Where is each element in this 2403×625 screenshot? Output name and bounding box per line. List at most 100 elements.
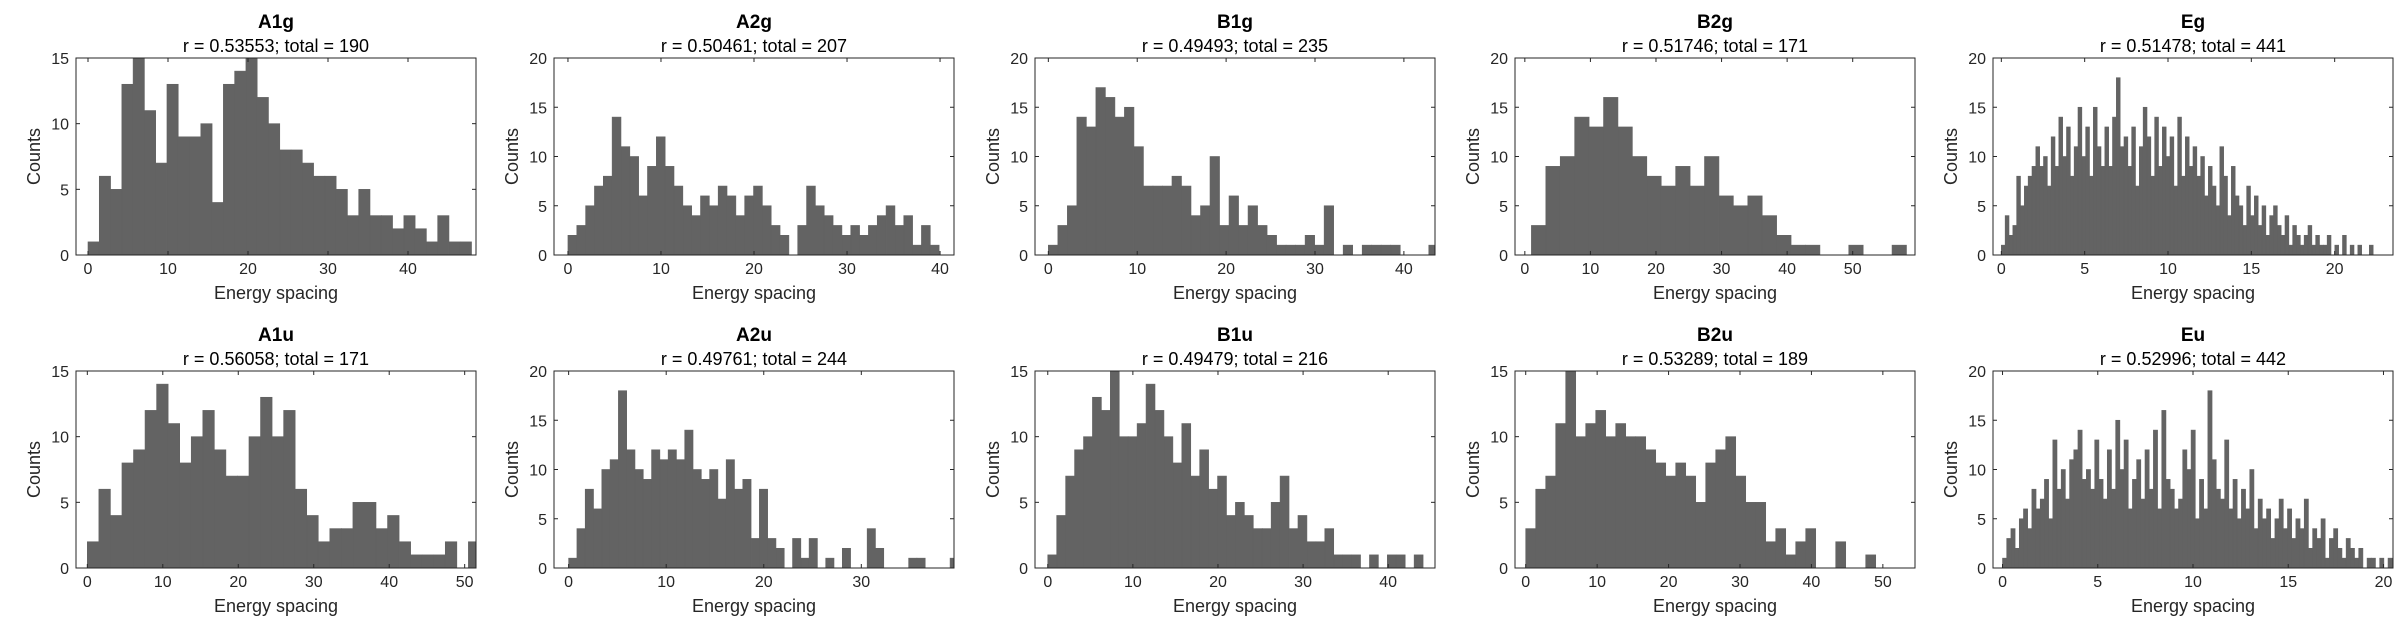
histogram-bar bbox=[2010, 528, 2016, 569]
x-tick-label: 20 bbox=[229, 574, 247, 591]
x-tick-label: 40 bbox=[399, 261, 417, 278]
histogram-bar bbox=[2123, 439, 2129, 569]
histogram-bar bbox=[2320, 518, 2326, 569]
histogram-bar bbox=[2312, 528, 2318, 569]
y-tick-label: 0 bbox=[60, 248, 69, 265]
histogram-bar bbox=[2186, 469, 2192, 569]
x-axis-label: Energy spacing bbox=[2131, 283, 2255, 303]
y-tick-label: 15 bbox=[1490, 364, 1508, 381]
histogram-bar bbox=[2065, 498, 2070, 569]
y-tick-label: 0 bbox=[538, 248, 547, 265]
x-tick-label: 30 bbox=[838, 261, 856, 278]
x-tick-label: 10 bbox=[657, 574, 675, 591]
x-tick-label: 20 bbox=[1217, 261, 1235, 278]
y-tick-label: 20 bbox=[1968, 51, 1986, 68]
x-tick-label: 30 bbox=[1731, 574, 1749, 591]
x-axis-label: Energy spacing bbox=[1173, 596, 1297, 616]
x-axis-label: Energy spacing bbox=[214, 283, 338, 303]
x-axis-label: Energy spacing bbox=[2131, 596, 2255, 616]
histogram-bar bbox=[2069, 459, 2075, 569]
y-tick-label: 15 bbox=[1968, 100, 1986, 117]
histogram-bar bbox=[2044, 479, 2049, 569]
x-tick-label: 30 bbox=[319, 261, 337, 278]
y-tick-label: 10 bbox=[1010, 150, 1028, 167]
x-tick-label: 15 bbox=[2242, 261, 2260, 278]
histogram-bar bbox=[2266, 508, 2272, 569]
y-tick-label: 0 bbox=[1019, 248, 1028, 265]
chart-title: A1u bbox=[258, 325, 294, 346]
histogram-bar bbox=[2144, 449, 2150, 569]
histogram-bar bbox=[2220, 498, 2225, 569]
histogram-bar bbox=[2031, 488, 2037, 569]
axes-box bbox=[75, 57, 477, 256]
histogram-bar bbox=[2387, 557, 2393, 569]
x-axis-label: Energy spacing bbox=[1653, 596, 1777, 616]
histogram-bar bbox=[2006, 538, 2012, 569]
y-axis-label: Counts bbox=[24, 128, 44, 185]
x-tick-label: 0 bbox=[1521, 574, 1530, 591]
x-tick-label: 0 bbox=[1998, 574, 2007, 591]
histogram-bar bbox=[2308, 547, 2313, 569]
axes-box bbox=[75, 370, 477, 569]
histogram-bar bbox=[2132, 479, 2137, 569]
y-tick-label: 5 bbox=[1019, 495, 1028, 512]
y-tick-label: 5 bbox=[1499, 495, 1508, 512]
x-tick-label: 10 bbox=[2184, 574, 2202, 591]
histogram-bar bbox=[2282, 528, 2288, 569]
chart-title: B2u bbox=[1697, 325, 1733, 346]
histogram-bar bbox=[2014, 547, 2020, 569]
x-tick-label: 30 bbox=[1306, 261, 1324, 278]
x-tick-label: 0 bbox=[1044, 261, 1053, 278]
chart-subtitle: r = 0.51478; total = 441 bbox=[2100, 36, 2286, 56]
x-tick-label: 10 bbox=[159, 261, 177, 278]
histogram-bar bbox=[2060, 469, 2066, 569]
y-tick-label: 10 bbox=[51, 430, 69, 447]
chart-subtitle: r = 0.50461; total = 207 bbox=[661, 36, 847, 56]
x-tick-label: 30 bbox=[1713, 261, 1731, 278]
histogram-bar bbox=[2199, 479, 2204, 569]
y-tick-label: 5 bbox=[1977, 512, 1986, 529]
histogram-bar bbox=[2303, 498, 2309, 569]
histogram-bar bbox=[2148, 488, 2154, 569]
y-tick-label: 5 bbox=[60, 182, 69, 199]
x-tick-label: 40 bbox=[1803, 574, 1821, 591]
histogram-bar bbox=[2329, 538, 2334, 569]
chart-title: A2g bbox=[736, 12, 772, 33]
y-axis-label: Counts bbox=[502, 128, 522, 185]
chart-subtitle: r = 0.53553; total = 190 bbox=[183, 36, 369, 56]
y-tick-label: 0 bbox=[1499, 248, 1508, 265]
histogram-bar bbox=[2211, 459, 2217, 569]
histogram-bar bbox=[2278, 498, 2284, 569]
y-axis-label: Counts bbox=[983, 128, 1003, 185]
histogram-bar bbox=[2215, 488, 2221, 569]
chart-title: B1g bbox=[1217, 12, 1253, 33]
y-tick-label: 20 bbox=[1490, 51, 1508, 68]
histogram-bar bbox=[2354, 557, 2360, 569]
histogram-bar bbox=[2366, 557, 2372, 569]
chart-subtitle: r = 0.49479; total = 216 bbox=[1142, 349, 1328, 369]
histogram-bar bbox=[2086, 469, 2091, 569]
y-tick-label: 10 bbox=[529, 463, 547, 480]
histogram-bar bbox=[2194, 518, 2200, 569]
histogram-bar bbox=[2119, 469, 2125, 569]
x-tick-label: 10 bbox=[652, 261, 670, 278]
histogram-bar bbox=[2002, 557, 2008, 569]
histogram-bar bbox=[2035, 508, 2041, 569]
y-tick-label: 5 bbox=[60, 495, 69, 512]
y-axis-label: Counts bbox=[1463, 441, 1483, 498]
x-tick-label: 10 bbox=[1124, 574, 1142, 591]
histogram-bar bbox=[2358, 547, 2364, 569]
x-tick-label: 0 bbox=[84, 261, 93, 278]
y-tick-label: 0 bbox=[1977, 561, 1986, 578]
y-tick-label: 20 bbox=[1968, 364, 1986, 381]
y-tick-label: 10 bbox=[51, 117, 69, 134]
chart-subtitle: r = 0.52996; total = 442 bbox=[2100, 349, 2286, 369]
histogram-bar bbox=[2341, 557, 2347, 569]
y-tick-label: 10 bbox=[1968, 150, 1986, 167]
x-tick-label: 0 bbox=[564, 261, 573, 278]
x-tick-label: 20 bbox=[2375, 574, 2393, 591]
x-tick-label: 20 bbox=[745, 261, 763, 278]
